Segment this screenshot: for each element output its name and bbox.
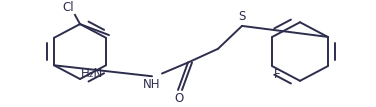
Text: O: O: [174, 92, 183, 105]
Text: S: S: [238, 10, 246, 23]
Text: F: F: [274, 68, 281, 81]
Text: Cl: Cl: [62, 1, 74, 14]
Text: H₂N: H₂N: [81, 67, 103, 80]
Text: NH: NH: [143, 78, 161, 91]
